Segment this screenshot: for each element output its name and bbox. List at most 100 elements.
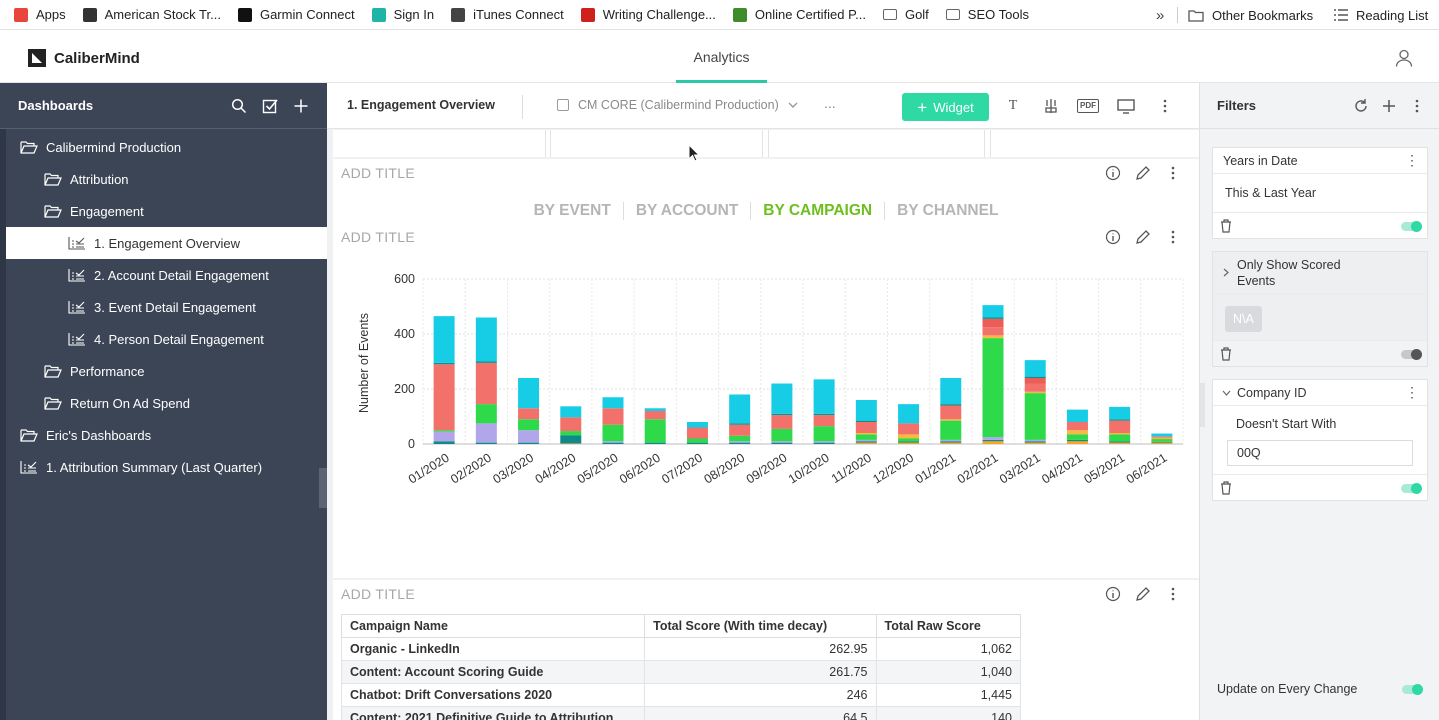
view-tab[interactable]: BY CAMPAIGN [750, 202, 884, 220]
sidebar-item[interactable]: Attribution [44, 163, 129, 195]
filter-card-header[interactable]: Years in Date ⋮ [1213, 148, 1427, 174]
add-widget-button[interactable]: + Widget [902, 93, 989, 121]
add-filter-icon[interactable] [1381, 98, 1397, 114]
bookmark-item[interactable]: American Stock Tr... [82, 0, 221, 30]
bookmark-item[interactable]: Sign In [371, 0, 434, 30]
trash-icon[interactable] [1220, 481, 1232, 495]
filter-enable-toggle[interactable] [1401, 483, 1422, 494]
bar-segment [560, 435, 582, 444]
kebab-menu-icon[interactable]: ⋮ [1405, 384, 1419, 400]
bar-segment [560, 417, 582, 432]
sidebar-item[interactable]: Calibermind Production [20, 131, 181, 163]
table-row[interactable]: Content: Account Scoring Guide 261.75 1,04… [340, 660, 1021, 684]
bar-segment [1066, 439, 1088, 442]
check-square-icon[interactable] [262, 98, 278, 114]
bookmark-item[interactable]: Online Certified P... [732, 0, 866, 30]
edit-pencil-icon[interactable] [1135, 586, 1151, 602]
bar-segment [1109, 406, 1131, 420]
bar-segment [475, 404, 497, 424]
filter-card-header[interactable]: Only Show Scored Events [1213, 252, 1427, 294]
kebab-menu-icon[interactable] [1156, 98, 1174, 114]
site-favicon-icon [732, 7, 747, 22]
sidebar-item[interactable]: Engagement [44, 195, 144, 227]
search-icon[interactable] [231, 98, 247, 114]
bookmark-label: SEO Tools [967, 7, 1029, 22]
update-on-change-toggle[interactable] [1402, 684, 1423, 695]
bookmark-item[interactable]: Writing Challenge... [580, 0, 716, 30]
bookmark-item[interactable]: Golf [882, 0, 929, 30]
filter-funnel-icon[interactable] [1042, 98, 1060, 114]
widget-title[interactable]: ADD TITLE [341, 229, 416, 245]
sidebar-item-label: 3. Event Detail Engagement [94, 299, 256, 315]
table-row[interactable]: Chatbot: Drift Conversations 2020 246 1,44… [340, 683, 1021, 707]
more-options-button[interactable]: ... [824, 95, 836, 111]
calibermind-logo[interactable]: CaliberMind [28, 49, 140, 67]
trash-icon[interactable] [1220, 347, 1232, 361]
company-id-input[interactable]: 00Q [1227, 440, 1413, 466]
bar-segment [1109, 433, 1131, 435]
filter-title: Company ID [1237, 385, 1307, 400]
tab-analytics[interactable]: Analytics [676, 31, 767, 83]
filter-enable-toggle[interactable] [1401, 221, 1422, 232]
table-column-header[interactable]: Campaign Name [340, 614, 646, 638]
info-icon[interactable] [1105, 229, 1121, 245]
view-tab[interactable]: BY ACCOUNT [622, 202, 750, 220]
bookmark-item[interactable]: Apps [14, 0, 66, 30]
bar-segment [855, 420, 877, 422]
sidebar-item[interactable]: Eric's Dashboards [20, 419, 151, 451]
bar-segment [1066, 441, 1088, 444]
bar-segment [433, 364, 455, 431]
kebab-menu-icon[interactable] [1409, 98, 1425, 114]
monitor-icon[interactable] [1117, 98, 1135, 114]
user-icon[interactable] [1395, 49, 1413, 67]
pdf-export-icon[interactable]: PDF [1077, 99, 1099, 113]
x-tick-label: 12/2020 [870, 451, 916, 487]
sidebar-item[interactable]: Return On Ad Spend [44, 387, 190, 419]
filter-value-chip[interactable]: N\A [1225, 306, 1262, 332]
refresh-icon[interactable] [1353, 98, 1369, 114]
filter-operator[interactable]: Doesn't Start With [1236, 417, 1337, 431]
sidebar-resize-handle[interactable] [319, 468, 327, 508]
filters-resize-handle[interactable] [1200, 383, 1205, 427]
bookmark-item[interactable]: iTunes Connect [451, 0, 564, 30]
text-widget-icon[interactable]: T [1008, 98, 1018, 113]
bar-segment [518, 378, 540, 409]
filter-value[interactable]: This & Last Year [1225, 186, 1317, 200]
table-column-header[interactable]: Total Score (With time decay) [644, 614, 877, 638]
table-row[interactable]: Content: 2021 Definitive Guide to Attrib… [340, 706, 1021, 720]
dataset-selector[interactable]: CM CORE (Calibermind Production) [557, 98, 798, 112]
view-tab[interactable]: BY CHANNEL [884, 202, 1010, 220]
y-tick-label: 0 [408, 437, 415, 451]
sidebar-item[interactable]: 4. Person Detail Engagement [68, 323, 264, 355]
table-row[interactable]: Organic - LinkedIn 262.95 1,062 [340, 637, 1021, 661]
sidebar-item[interactable]: 1. Attribution Summary (Last Quarter) [20, 451, 262, 483]
edit-pencil-icon[interactable] [1135, 165, 1151, 181]
table-column-header[interactable]: Total Raw Score [875, 614, 1021, 638]
sidebar-item[interactable]: 1. Engagement Overview [6, 227, 327, 259]
widget-title[interactable]: ADD TITLE [341, 586, 416, 602]
kebab-menu-icon[interactable] [1165, 165, 1181, 181]
add-icon[interactable] [293, 98, 309, 114]
toolbar-divider [522, 95, 523, 119]
filter-enable-toggle[interactable] [1401, 349, 1422, 360]
edit-pencil-icon[interactable] [1135, 229, 1151, 245]
filter-card-header[interactable]: Company ID ⋮ [1213, 380, 1427, 406]
kebab-menu-icon[interactable] [1165, 586, 1181, 602]
bookmarks-overflow-button[interactable]: » [1156, 0, 1164, 30]
trash-icon[interactable] [1220, 219, 1232, 233]
sidebar-item[interactable]: Performance [44, 355, 144, 387]
bookmark-item[interactable]: Garmin Connect [237, 0, 355, 30]
bar-segment [729, 435, 751, 442]
sidebar-item[interactable]: 2. Account Detail Engagement [68, 259, 269, 291]
reading-list-button[interactable]: Reading List [1334, 0, 1428, 30]
info-icon[interactable] [1105, 165, 1121, 181]
kebab-menu-icon[interactable]: ⋮ [1405, 152, 1419, 168]
other-bookmarks-label: Other Bookmarks [1212, 7, 1314, 23]
info-icon[interactable] [1105, 586, 1121, 602]
bookmark-item[interactable]: SEO Tools [945, 0, 1029, 30]
other-bookmarks-button[interactable]: Other Bookmarks [1188, 0, 1313, 30]
widget-title[interactable]: ADD TITLE [341, 165, 416, 181]
kebab-menu-icon[interactable] [1165, 229, 1181, 245]
view-tab[interactable]: BY EVENT [533, 202, 611, 219]
sidebar-item[interactable]: 3. Event Detail Engagement [68, 291, 256, 323]
